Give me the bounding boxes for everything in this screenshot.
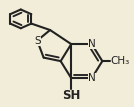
Text: N: N [88, 39, 96, 49]
Text: S: S [34, 36, 40, 46]
Text: N: N [88, 73, 96, 83]
Text: CH₃: CH₃ [111, 56, 130, 66]
Text: SH: SH [62, 89, 80, 102]
